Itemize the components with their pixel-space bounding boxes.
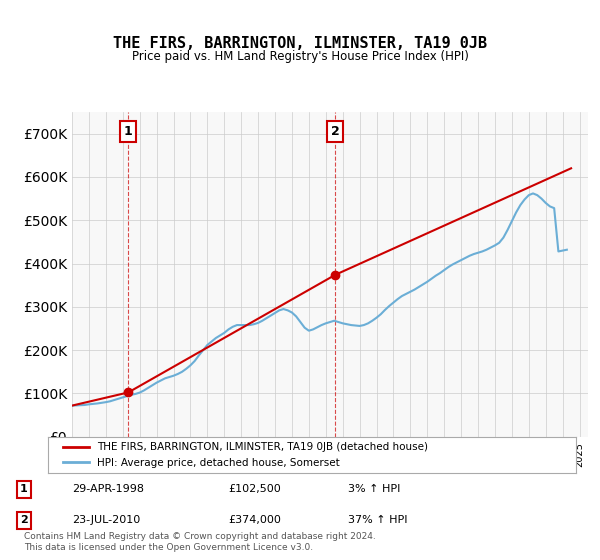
Text: 1: 1: [20, 484, 28, 494]
Text: £374,000: £374,000: [228, 515, 281, 525]
Legend: THE FIRS, BARRINGTON, ILMINSTER, TA19 0JB (detached house), HPI: Average price, : THE FIRS, BARRINGTON, ILMINSTER, TA19 0J…: [58, 438, 432, 472]
Text: 1: 1: [124, 125, 133, 138]
Text: 23-JUL-2010: 23-JUL-2010: [72, 515, 140, 525]
Text: £102,500: £102,500: [228, 484, 281, 494]
Text: Contains HM Land Registry data © Crown copyright and database right 2024.
This d: Contains HM Land Registry data © Crown c…: [24, 532, 376, 552]
Text: 2: 2: [20, 515, 28, 525]
Text: 29-APR-1998: 29-APR-1998: [72, 484, 144, 494]
Text: 3% ↑ HPI: 3% ↑ HPI: [348, 484, 400, 494]
Text: 37% ↑ HPI: 37% ↑ HPI: [348, 515, 407, 525]
Text: THE FIRS, BARRINGTON, ILMINSTER, TA19 0JB: THE FIRS, BARRINGTON, ILMINSTER, TA19 0J…: [113, 36, 487, 52]
Text: 2: 2: [331, 125, 340, 138]
Text: Price paid vs. HM Land Registry's House Price Index (HPI): Price paid vs. HM Land Registry's House …: [131, 50, 469, 63]
